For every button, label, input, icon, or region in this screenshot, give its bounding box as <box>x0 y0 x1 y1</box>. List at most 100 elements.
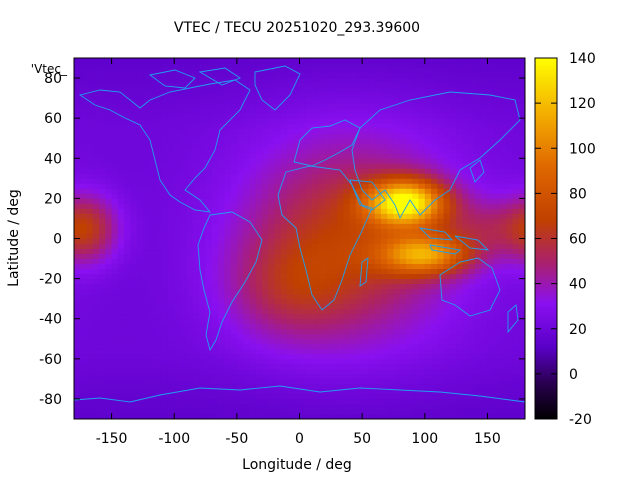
heatmap-cell <box>274 338 282 345</box>
heatmap-cell <box>437 338 444 345</box>
heatmap-cell <box>487 318 495 325</box>
heatmap-cell <box>449 163 457 169</box>
heatmap-cell <box>111 208 119 214</box>
heatmap-cell <box>224 133 231 139</box>
heatmap-cell <box>487 368 495 375</box>
heatmap-cell <box>387 183 394 189</box>
heatmap-cell <box>180 293 188 300</box>
heatmap-cell <box>380 353 388 360</box>
heatmap-cell <box>343 113 351 119</box>
heatmap-cell <box>243 203 250 209</box>
heatmap-cell <box>349 388 357 395</box>
heatmap-cell <box>412 248 419 254</box>
heatmap-cell <box>387 118 394 124</box>
heatmap-cell <box>243 253 250 259</box>
heatmap-cell <box>437 343 444 350</box>
heatmap-cell <box>249 388 257 395</box>
heatmap-cell <box>180 288 188 295</box>
heatmap-cell <box>211 148 219 154</box>
heatmap-cell <box>474 93 482 99</box>
heatmap-cell <box>493 383 501 390</box>
heatmap-cell <box>399 293 407 300</box>
heatmap-cell <box>418 273 426 280</box>
heatmap-cell <box>161 268 169 274</box>
heatmap-cell <box>142 118 150 124</box>
heatmap-cell <box>211 73 219 79</box>
heatmap-cell <box>506 188 513 194</box>
heatmap-cell <box>167 228 175 234</box>
heatmap-cell <box>230 98 238 104</box>
heatmap-cell <box>368 408 376 415</box>
heatmap-cell <box>418 83 426 89</box>
heatmap-cell <box>80 328 87 335</box>
heatmap-cell <box>161 408 169 415</box>
heatmap-cell <box>255 253 263 259</box>
heatmap-cell <box>518 298 525 305</box>
heatmap-cell <box>424 183 432 189</box>
heatmap-cell <box>205 163 213 169</box>
heatmap-cell <box>474 198 482 204</box>
heatmap-cell <box>393 178 401 184</box>
heatmap-cell <box>462 158 470 164</box>
heatmap-cell <box>155 313 163 320</box>
heatmap-cell <box>305 383 313 390</box>
heatmap-cell <box>243 98 250 104</box>
heatmap-cell <box>117 253 125 259</box>
heatmap-cell <box>230 223 238 229</box>
heatmap-cell <box>124 298 131 305</box>
heatmap-cell <box>399 98 407 104</box>
heatmap-cell <box>355 213 363 219</box>
heatmap-cell <box>236 163 244 169</box>
heatmap-cell <box>199 253 206 259</box>
heatmap-cell <box>243 353 250 360</box>
heatmap-cell <box>305 218 313 224</box>
heatmap-cell <box>249 323 257 330</box>
heatmap-cell <box>449 413 457 419</box>
heatmap-cell <box>299 283 307 290</box>
heatmap-cell <box>443 223 451 229</box>
heatmap-cell <box>111 378 119 385</box>
heatmap-cell <box>280 388 288 395</box>
heatmap-cell <box>343 268 351 274</box>
heatmap-cell <box>261 278 269 285</box>
heatmap-cell <box>349 163 357 169</box>
heatmap-cell <box>380 193 388 199</box>
heatmap-cell <box>218 88 225 94</box>
heatmap-cell <box>211 393 219 400</box>
heatmap-cell <box>374 193 382 199</box>
heatmap-cell <box>449 148 457 154</box>
heatmap-cell <box>180 403 188 410</box>
heatmap-cell <box>387 383 394 390</box>
heatmap-cell <box>80 333 87 340</box>
heatmap-cell <box>167 258 175 264</box>
heatmap-cell <box>243 193 250 199</box>
heatmap-cell <box>180 353 188 360</box>
heatmap-cell <box>161 303 169 310</box>
heatmap-cell <box>268 363 275 370</box>
heatmap-cell <box>218 83 225 89</box>
heatmap-cell <box>199 408 206 415</box>
heatmap-cell <box>261 83 269 89</box>
heatmap-cell <box>117 363 125 370</box>
heatmap-cell <box>205 168 213 174</box>
heatmap-cell <box>355 313 363 320</box>
heatmap-cell <box>142 388 150 395</box>
heatmap-cell <box>249 83 257 89</box>
heatmap-cell <box>506 303 513 310</box>
heatmap-cell <box>180 233 188 239</box>
heatmap-cell <box>117 343 125 350</box>
heatmap-cell <box>512 353 520 360</box>
heatmap-cell <box>405 403 413 410</box>
heatmap-cell <box>468 388 476 395</box>
heatmap-cell <box>474 373 482 380</box>
heatmap-cell <box>380 203 388 209</box>
heatmap-cell <box>86 148 94 154</box>
heatmap-cell <box>318 353 325 360</box>
heatmap-cell <box>280 153 288 159</box>
heatmap-cell <box>418 183 426 189</box>
heatmap-cell <box>481 198 488 204</box>
heatmap-cell <box>462 163 470 169</box>
heatmap-cell <box>349 298 357 305</box>
heatmap-cell <box>499 218 507 224</box>
heatmap-cell <box>218 288 225 295</box>
